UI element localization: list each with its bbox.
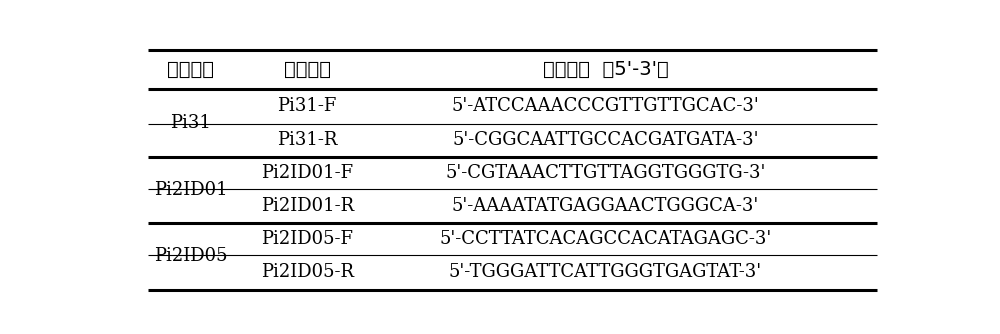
- Text: Pi31: Pi31: [170, 114, 211, 132]
- Text: 5'-ATCCAAACCCGTTGTTGCAC-3': 5'-ATCCAAACCCGTTGTTGCAC-3': [452, 97, 759, 115]
- Text: 5'-AAAATATGAGGAACTGGGCA-3': 5'-AAAATATGAGGAACTGGGCA-3': [452, 197, 759, 215]
- Text: 5'-CGGCAATTGCCACGATGATA-3': 5'-CGGCAATTGCCACGATGATA-3': [452, 131, 759, 149]
- Text: 引物名称: 引物名称: [284, 60, 331, 79]
- Text: Pi2ID05-R: Pi2ID05-R: [261, 263, 354, 281]
- Text: 引物序列  （5'-3'）: 引物序列 （5'-3'）: [543, 60, 668, 79]
- Text: Pi2ID01-R: Pi2ID01-R: [261, 197, 354, 215]
- Text: Pi2ID01: Pi2ID01: [154, 181, 228, 199]
- Text: 标记名称: 标记名称: [167, 60, 214, 79]
- Text: Pi31-R: Pi31-R: [277, 131, 337, 149]
- Text: Pi2ID05-F: Pi2ID05-F: [261, 230, 353, 248]
- Text: 5'-CCTTATCACAGCCACATAGAGC-3': 5'-CCTTATCACAGCCACATAGAGC-3': [439, 230, 772, 248]
- Text: Pi31-F: Pi31-F: [277, 97, 337, 115]
- Text: Pi2ID01-F: Pi2ID01-F: [261, 164, 353, 182]
- Text: 5'-CGTAAACTTGTTAGGTGGGTG-3': 5'-CGTAAACTTGTTAGGTGGGTG-3': [445, 164, 766, 182]
- Text: Pi2ID05: Pi2ID05: [154, 247, 228, 265]
- Text: 5'-TGGGATTCATTGGGTGAGTAT-3': 5'-TGGGATTCATTGGGTGAGTAT-3': [449, 263, 762, 281]
